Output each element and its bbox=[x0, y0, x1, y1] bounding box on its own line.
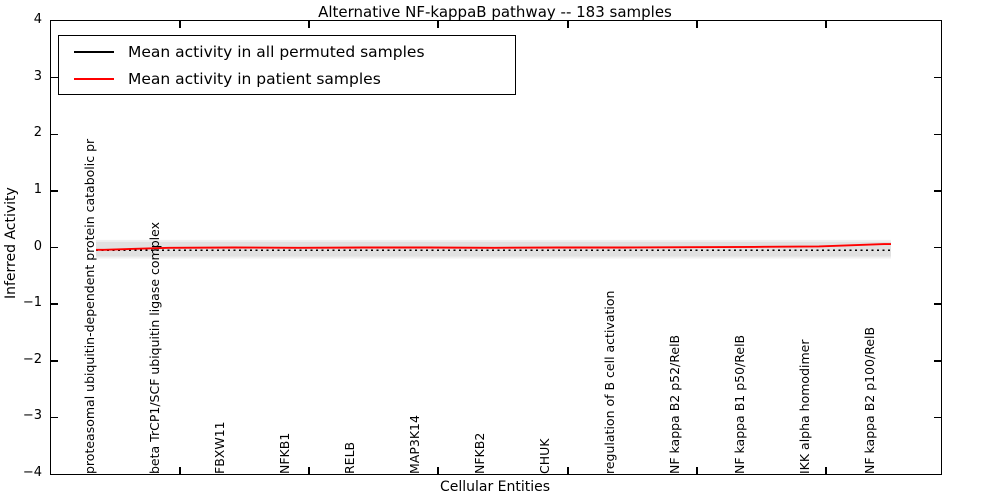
x-tick-bottom bbox=[179, 467, 181, 474]
x-tick-label: RELB bbox=[342, 441, 357, 474]
y-tick-left bbox=[51, 360, 58, 362]
x-tick-label: CHUK bbox=[537, 438, 552, 474]
x-tick-bottom bbox=[308, 467, 310, 474]
y-tick-right bbox=[934, 416, 941, 419]
x-tick-label: beta TrCP1/SCF ubiquitin ligase complex bbox=[147, 222, 162, 474]
x-tick-bottom bbox=[567, 467, 569, 474]
legend: Mean activity in all permuted samples Me… bbox=[58, 35, 516, 95]
x-tick-label: proteasomal ubiquitin-dependent protein … bbox=[82, 138, 97, 474]
plot-canvas bbox=[96, 239, 891, 259]
legend-line-sample-permuted bbox=[74, 51, 114, 53]
legend-entry-patient: Mean activity in patient samples bbox=[59, 66, 381, 92]
x-tick-bottom bbox=[696, 467, 698, 474]
legend-label-permuted: Mean activity in all permuted samples bbox=[128, 43, 425, 61]
x-tick-label: FBXW11 bbox=[212, 421, 227, 474]
x-tick-top bbox=[696, 21, 698, 28]
x-tick-label: MAP3K14 bbox=[407, 415, 422, 474]
confidence-band bbox=[96, 241, 891, 257]
y-tick-left bbox=[51, 190, 58, 192]
series-line-patient bbox=[96, 243, 891, 251]
y-tick-right bbox=[934, 190, 941, 192]
x-axis-label: Cellular Entities bbox=[439, 479, 551, 495]
y-tick-left bbox=[51, 303, 58, 305]
y-tick-right bbox=[934, 76, 941, 79]
y-tick-label: −3 bbox=[22, 408, 42, 424]
x-tick-top bbox=[825, 21, 827, 28]
x-tick-bottom bbox=[437, 467, 439, 474]
legend-entry-permuted: Mean activity in all permuted samples bbox=[59, 39, 425, 65]
x-tick-top bbox=[567, 21, 569, 28]
x-tick-bottom bbox=[825, 467, 827, 474]
legend-line-sample-patient bbox=[74, 78, 114, 80]
x-tick-label: NFKB1 bbox=[277, 432, 292, 474]
x-tick-label: NF kappa B1 p50/RelB bbox=[732, 334, 747, 474]
y-tick-left bbox=[51, 133, 58, 135]
y-tick-label: −4 bbox=[22, 465, 42, 480]
y-tick-left bbox=[51, 416, 58, 419]
y-tick-label: −1 bbox=[22, 295, 42, 311]
x-tick-label: regulation of B cell activation bbox=[602, 290, 617, 474]
x-tick-top bbox=[437, 21, 439, 28]
y-tick-label: 4 bbox=[33, 12, 42, 27]
y-tick-label: −2 bbox=[22, 351, 42, 367]
y-tick-left bbox=[51, 246, 58, 249]
y-tick-left bbox=[51, 76, 58, 79]
legend-label-patient: Mean activity in patient samples bbox=[128, 70, 381, 88]
y-tick-right bbox=[934, 303, 941, 305]
x-tick-top bbox=[179, 21, 181, 28]
x-tick-label: NF kappa B2 p100/RelB bbox=[862, 326, 877, 474]
y-tick-right bbox=[934, 133, 941, 135]
x-tick-label: IKK alpha homodimer bbox=[797, 339, 812, 475]
x-tick-top bbox=[308, 21, 310, 28]
y-tick-label: 3 bbox=[33, 68, 42, 84]
y-tick-right bbox=[934, 360, 941, 362]
y-tick-label: 1 bbox=[33, 181, 42, 197]
x-tick-label: NFKB2 bbox=[472, 432, 487, 474]
y-tick-label: 2 bbox=[33, 125, 42, 141]
x-tick-label: NF kappa B2 p52/RelB bbox=[667, 334, 682, 474]
chart-title: Alternative NF-kappaB pathway -- 183 sam… bbox=[318, 3, 672, 21]
y-tick-label: 0 bbox=[33, 238, 42, 254]
plot-area: proteasomal ubiquitin-dependent protein … bbox=[50, 20, 942, 475]
y-tick-right bbox=[934, 246, 941, 249]
